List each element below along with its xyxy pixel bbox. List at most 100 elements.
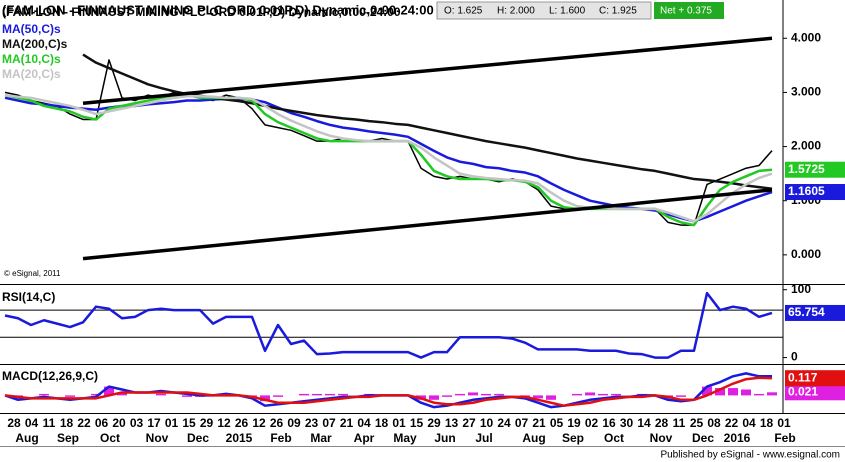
x-tick-label: 23 [305, 416, 319, 430]
x-tick-label: 27 [462, 416, 476, 430]
x-tick-label: 10 [480, 416, 494, 430]
x-tick-label: 21 [532, 416, 546, 430]
y-tick-label: 0 [791, 350, 798, 364]
legend-entry: MA(200,C)s [2, 37, 68, 51]
x-tick-label: 22 [77, 416, 91, 430]
histogram-bar [117, 392, 127, 396]
histogram-bar [533, 395, 543, 399]
ohlc-close: C: 1.925 [599, 6, 637, 17]
y-tick-label: 0.000 [791, 247, 821, 261]
histogram-bar [546, 395, 556, 400]
end-label-box [785, 161, 845, 178]
x-month-label: 2015 [226, 431, 253, 445]
x-tick-label: 12 [217, 416, 231, 430]
histogram-bar [585, 392, 595, 396]
x-tick-label: 02 [585, 416, 599, 430]
ohlc-open: O: 1.625 [444, 6, 483, 17]
end-label-box [785, 384, 845, 401]
histogram-bar [598, 393, 608, 396]
x-month-label: Oct [604, 431, 624, 445]
x-tick-label: 11 [43, 416, 56, 430]
x-month-label: Nov [146, 431, 169, 445]
x-tick-label: 17 [147, 416, 161, 430]
end-label-box [785, 184, 845, 201]
series-line [4, 291, 773, 359]
histogram-bar [260, 395, 270, 402]
x-tick-label: 18 [760, 416, 774, 430]
x-tick-label: 11 [673, 416, 686, 430]
x-tick-label: 28 [7, 416, 21, 430]
histogram-bar [273, 395, 283, 397]
histogram-bar [299, 393, 309, 396]
ohlc-low: L: 1.600 [549, 6, 586, 17]
histogram-bar [494, 393, 504, 396]
x-tick-label: 13 [445, 416, 459, 430]
histogram-bar [572, 393, 582, 396]
x-tick-label: 09 [287, 416, 301, 430]
x-tick-label: 22 [725, 416, 739, 430]
histogram-bar [702, 386, 712, 396]
x-tick-label: 14 [637, 416, 651, 430]
x-tick-label: 05 [550, 416, 564, 430]
x-tick-label: 04 [742, 416, 756, 430]
x-tick-label: 26 [270, 416, 284, 430]
end-label: 65.754 [788, 305, 825, 319]
x-tick-label: 01 [392, 416, 406, 430]
x-month-label: Aug [15, 431, 38, 445]
x-tick-label: 12 [252, 416, 266, 430]
histogram-bar [468, 392, 478, 396]
x-tick-label: 24 [497, 416, 511, 430]
x-month-label: Feb [774, 431, 795, 445]
histogram-bar [754, 393, 764, 396]
histogram-bar [767, 392, 777, 396]
x-tick-label: 04 [357, 416, 371, 430]
chart-title: (FAM-LON - FINNAUST MINING PLC ORD 0.01P… [2, 2, 434, 17]
x-month-label: Sep [57, 431, 79, 445]
histogram-bar [104, 386, 114, 396]
x-month-label: Nov [650, 431, 673, 445]
x-month-label: Mar [310, 431, 332, 445]
x-tick-label: 03 [130, 416, 144, 430]
histogram-bar [715, 388, 725, 396]
end-label-box [785, 370, 845, 387]
histogram-bar [91, 393, 101, 396]
x-tick-label: 18 [375, 416, 389, 430]
histogram-bar [429, 395, 439, 400]
end-label: 1.1605 [788, 184, 825, 198]
legend-entry: MA(20,C)s [2, 67, 61, 81]
legend-entry: MA(50,C)s [2, 22, 61, 36]
panel-title: MACD(12,26,9,C) [2, 369, 98, 383]
x-month-label: Aug [522, 431, 545, 445]
x-tick-label: 19 [567, 416, 581, 430]
x-tick-label: 21 [340, 416, 354, 430]
x-tick-label: 04 [25, 416, 39, 430]
y-tick-label: 3.000 [791, 85, 821, 99]
histogram-bar [481, 393, 491, 396]
y-tick-label: 100 [791, 282, 811, 296]
x-tick-label: 16 [602, 416, 616, 430]
x-month-label: Dec [187, 431, 209, 445]
legend-entry: RSI(14,C) [2, 290, 55, 304]
end-label: 1.5725 [788, 162, 825, 176]
x-month-label: Apr [354, 431, 375, 445]
histogram-bar [39, 393, 49, 396]
x-tick-label: 07 [322, 416, 336, 430]
x-tick-label: 18 [60, 416, 74, 430]
end-label: 0.117 [788, 370, 818, 384]
x-tick-label: 07 [515, 416, 529, 430]
footer: Published by eSignal - www.esignal.com [660, 450, 840, 461]
histogram-bar [741, 389, 751, 396]
histogram-bar [338, 393, 348, 396]
histogram-bar [676, 395, 686, 397]
histogram-bar [442, 395, 452, 397]
x-tick-label: 01 [165, 416, 179, 430]
histogram-bar [728, 388, 738, 396]
histogram-bar [65, 395, 75, 397]
copyright: © eSignal, 2011 [4, 269, 61, 278]
histogram-bar [325, 393, 335, 396]
x-month-label: Dec [692, 431, 714, 445]
x-tick-label: 29 [427, 416, 441, 430]
x-tick-label: 28 [655, 416, 669, 430]
